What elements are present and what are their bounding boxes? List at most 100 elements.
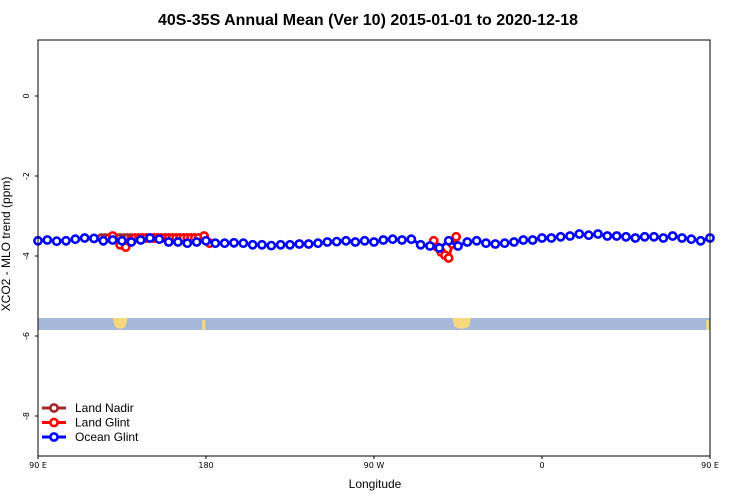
data-point <box>61 235 71 246</box>
x-tick-label-4: 90 E <box>701 461 719 470</box>
data-point <box>443 253 454 263</box>
land-patch-1 <box>112 318 128 329</box>
data-point <box>471 235 482 246</box>
legend-marker-1 <box>49 417 59 428</box>
y-tick-label-3: -6 <box>22 332 31 340</box>
legend-marker-2 <box>49 432 59 442</box>
data-point <box>331 236 342 247</box>
data-point <box>257 239 267 250</box>
x-tick-label-2: 90 W <box>364 461 385 470</box>
y-tick-label-1: -2 <box>22 172 31 180</box>
data-point <box>639 231 650 242</box>
series-ocean-glint <box>33 229 715 253</box>
land-patch-2 <box>452 318 472 329</box>
data-point <box>406 234 417 245</box>
data-point <box>229 237 239 248</box>
chart-title: 40S-35S Annual Mean (Ver 10) 2015-01-01 … <box>158 12 578 29</box>
data-point <box>154 234 165 245</box>
data-point <box>378 235 389 245</box>
x-tick-label-0: 90 E <box>29 461 47 470</box>
data-point <box>51 236 62 247</box>
data-point <box>434 243 445 253</box>
data-point <box>425 241 435 251</box>
data-point <box>313 238 323 249</box>
data-point <box>415 239 426 250</box>
data-point <box>303 239 314 249</box>
x-axis-label: Longitude <box>349 477 402 491</box>
data-point <box>117 235 127 246</box>
data-point <box>145 233 155 243</box>
data-point <box>275 239 286 250</box>
data-point <box>555 231 566 242</box>
data-point <box>387 234 398 245</box>
data-point <box>163 237 174 247</box>
ocean-band <box>38 318 710 330</box>
data-point <box>537 233 547 243</box>
data-point <box>210 238 221 249</box>
data-point <box>191 237 202 247</box>
data-point <box>695 235 706 246</box>
data-point <box>322 237 333 247</box>
data-point <box>667 231 678 241</box>
data-point <box>649 231 659 242</box>
data-point <box>443 235 454 246</box>
data-point <box>182 238 193 249</box>
data-point <box>621 231 631 242</box>
data-point <box>602 231 613 241</box>
data-point <box>565 231 575 241</box>
data-point <box>686 234 697 245</box>
data-point <box>89 233 99 244</box>
data-point <box>527 235 538 245</box>
data-point <box>462 237 473 247</box>
data-point <box>397 235 407 245</box>
land-ocean-strip <box>38 318 710 330</box>
data-point <box>546 233 557 243</box>
data-point <box>341 235 351 246</box>
legend-label-0: Land Nadir <box>75 401 134 415</box>
x-tick-label-3: 0 <box>539 461 544 470</box>
data-point <box>583 230 594 241</box>
data-point <box>611 231 622 241</box>
data-point <box>247 239 258 250</box>
data-point <box>630 233 641 243</box>
data-point <box>285 239 295 250</box>
data-point <box>294 239 305 249</box>
series-layer <box>33 229 715 263</box>
data-point <box>453 241 463 251</box>
data-point <box>369 237 379 247</box>
y-tick-label-4: -8 <box>22 412 31 420</box>
data-point <box>98 235 109 246</box>
axis-ticks: 90 E 180 90 W 0 90 E 0 -2 -4 -6 -8 <box>22 93 719 470</box>
data-point <box>42 235 53 245</box>
data-point <box>658 233 669 243</box>
data-point <box>266 240 277 251</box>
y-tick-label-2: -4 <box>22 252 31 260</box>
legend-label-2: Ocean Glint <box>75 430 139 444</box>
data-point <box>79 233 90 243</box>
land-sliver-1 <box>202 320 206 330</box>
data-point <box>135 235 146 245</box>
y-axis-label: XCO2 - MLO trend (ppm) <box>0 177 13 312</box>
data-point <box>238 238 249 249</box>
data-point <box>509 237 519 247</box>
data-point <box>359 235 370 246</box>
data-point <box>518 235 529 245</box>
data-point <box>219 238 230 249</box>
data-point <box>574 229 585 239</box>
x-tick-label-1: 180 <box>198 461 213 470</box>
data-point <box>499 238 510 249</box>
data-point <box>677 233 687 243</box>
data-point <box>481 238 491 249</box>
legend-label-1: Land Glint <box>75 416 130 430</box>
data-point <box>593 229 603 239</box>
data-point <box>451 231 462 242</box>
land-sliver-2 <box>706 320 710 330</box>
plot-frame <box>37 39 711 457</box>
data-point <box>350 237 361 247</box>
data-point <box>201 235 211 246</box>
data-point <box>490 239 501 249</box>
data-point <box>126 237 137 247</box>
data-point <box>173 237 183 247</box>
legend-marker-0 <box>49 403 59 413</box>
